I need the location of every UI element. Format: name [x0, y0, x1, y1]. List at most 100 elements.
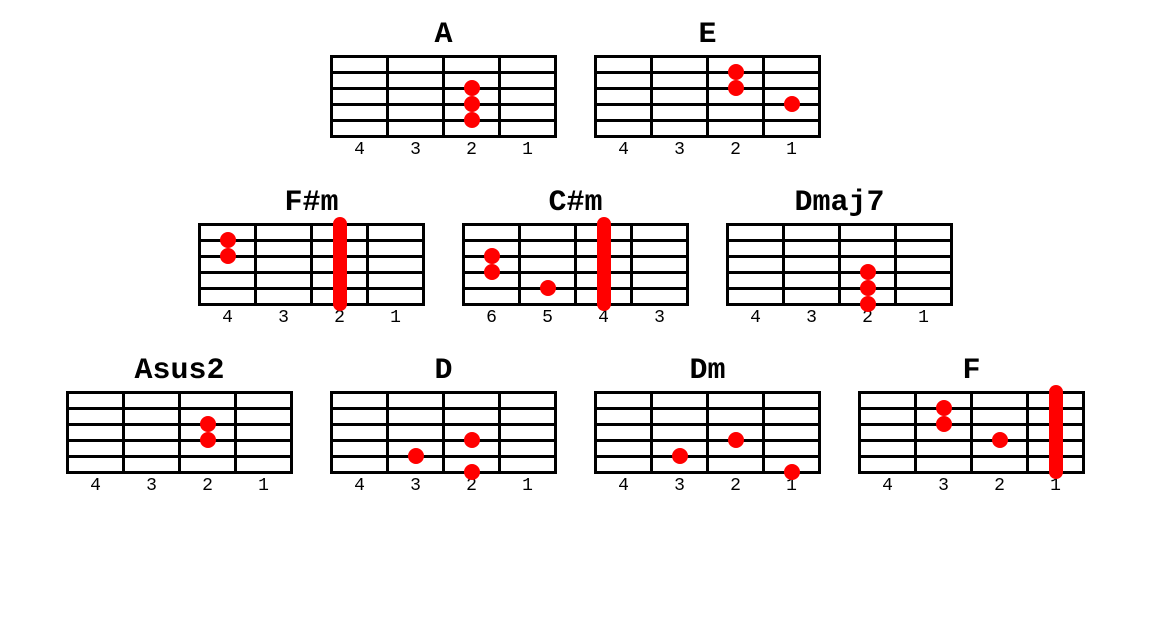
- fret-number: 3: [652, 476, 708, 496]
- fret-line: [914, 391, 917, 474]
- chord-name: Asus2: [134, 356, 224, 386]
- finger-dot: [220, 232, 236, 248]
- finger-dot: [860, 280, 876, 296]
- fret-labels: 1234: [200, 308, 424, 328]
- fret-line: [762, 55, 765, 138]
- fret-line: [554, 55, 557, 138]
- fret-number: 3: [256, 308, 312, 328]
- fretboard: [68, 392, 292, 472]
- finger-dot: [540, 280, 556, 296]
- fret-number: 2: [708, 476, 764, 496]
- fret-number: 1: [500, 476, 556, 496]
- chord-diagram: F1234: [860, 356, 1084, 496]
- chord-row: A1234E1234: [10, 20, 1141, 160]
- chord-name: F: [962, 356, 980, 386]
- fret-line: [462, 223, 465, 306]
- fret-line: [290, 391, 293, 474]
- fret-number: 6: [464, 308, 520, 328]
- fretboard: [728, 224, 952, 304]
- fretboard: [596, 392, 820, 472]
- chord-diagram: C#m 3456: [464, 188, 688, 328]
- fret-line: [782, 223, 785, 306]
- fret-line: [818, 55, 821, 138]
- fret-number: 1: [1028, 476, 1084, 496]
- finger-dot: [728, 80, 744, 96]
- fretboard: [464, 224, 688, 304]
- fret-line: [762, 391, 765, 474]
- finger-dot: [464, 464, 480, 480]
- fret-line: [686, 223, 689, 306]
- fret-line: [330, 55, 333, 138]
- finger-dot: [936, 416, 952, 432]
- fret-number: 3: [124, 476, 180, 496]
- fret-number: 3: [784, 308, 840, 328]
- fret-labels: 1234: [332, 140, 556, 160]
- fret-number: 1: [764, 140, 820, 160]
- fret-labels: 1234: [728, 308, 952, 328]
- finger-dot: [992, 432, 1008, 448]
- barre: [1049, 385, 1063, 479]
- barre: [333, 217, 347, 311]
- fretboard: [332, 56, 556, 136]
- fret-labels: 1234: [332, 476, 556, 496]
- finger-dot: [464, 80, 480, 96]
- fret-line: [894, 223, 897, 306]
- fret-line: [950, 223, 953, 306]
- fret-line: [178, 391, 181, 474]
- fret-number: 2: [312, 308, 368, 328]
- fret-number: 2: [444, 140, 500, 160]
- fret-labels: 3456: [464, 308, 688, 328]
- fret-number: 4: [332, 140, 388, 160]
- fret-number: 4: [596, 140, 652, 160]
- finger-dot: [784, 464, 800, 480]
- finger-dot: [784, 96, 800, 112]
- finger-dot: [936, 400, 952, 416]
- fret-number: 4: [596, 476, 652, 496]
- finger-dot: [200, 416, 216, 432]
- chord-diagram: D 1234: [332, 356, 556, 496]
- fret-line: [594, 391, 597, 474]
- chord-name: A: [434, 20, 452, 50]
- fret-line: [234, 391, 237, 474]
- barre: [597, 217, 611, 311]
- fret-line: [1082, 391, 1085, 474]
- finger-dot: [464, 96, 480, 112]
- fret-line: [498, 391, 501, 474]
- chord-name: D: [434, 356, 452, 386]
- fret-line: [366, 223, 369, 306]
- fret-number: 4: [860, 476, 916, 496]
- chord-diagram: Asus2 1234: [68, 356, 292, 496]
- chord-row: Asus21234D1234Dm1234F1234: [10, 356, 1141, 496]
- fret-number: 1: [500, 140, 556, 160]
- fret-line: [594, 55, 597, 138]
- fret-number: 1: [368, 308, 424, 328]
- fret-number: 1: [896, 308, 952, 328]
- finger-dot: [464, 112, 480, 128]
- fret-labels: 1234: [596, 140, 820, 160]
- chord-diagram: Dm1234: [596, 356, 820, 496]
- fret-labels: 1234: [596, 476, 820, 496]
- fret-number: 4: [332, 476, 388, 496]
- chord-diagram: A 1234: [332, 20, 556, 160]
- chord-diagram: E1234: [596, 20, 820, 160]
- finger-dot: [728, 64, 744, 80]
- fret-line: [198, 223, 201, 306]
- chord-name: C#m: [548, 188, 602, 218]
- fret-number: 5: [520, 308, 576, 328]
- fret-line: [122, 391, 125, 474]
- chord-diagram: F#m1234: [200, 188, 424, 328]
- fret-labels: 1234: [68, 476, 292, 496]
- fret-line: [386, 391, 389, 474]
- finger-dot: [464, 432, 480, 448]
- fret-line: [706, 391, 709, 474]
- fret-line: [574, 223, 577, 306]
- finger-dot: [220, 248, 236, 264]
- fret-line: [838, 223, 841, 306]
- fret-number: 4: [576, 308, 632, 328]
- fret-line: [310, 223, 313, 306]
- fret-number: 4: [68, 476, 124, 496]
- fret-line: [498, 55, 501, 138]
- fretboard: [860, 392, 1084, 472]
- finger-dot: [728, 432, 744, 448]
- fret-line: [554, 391, 557, 474]
